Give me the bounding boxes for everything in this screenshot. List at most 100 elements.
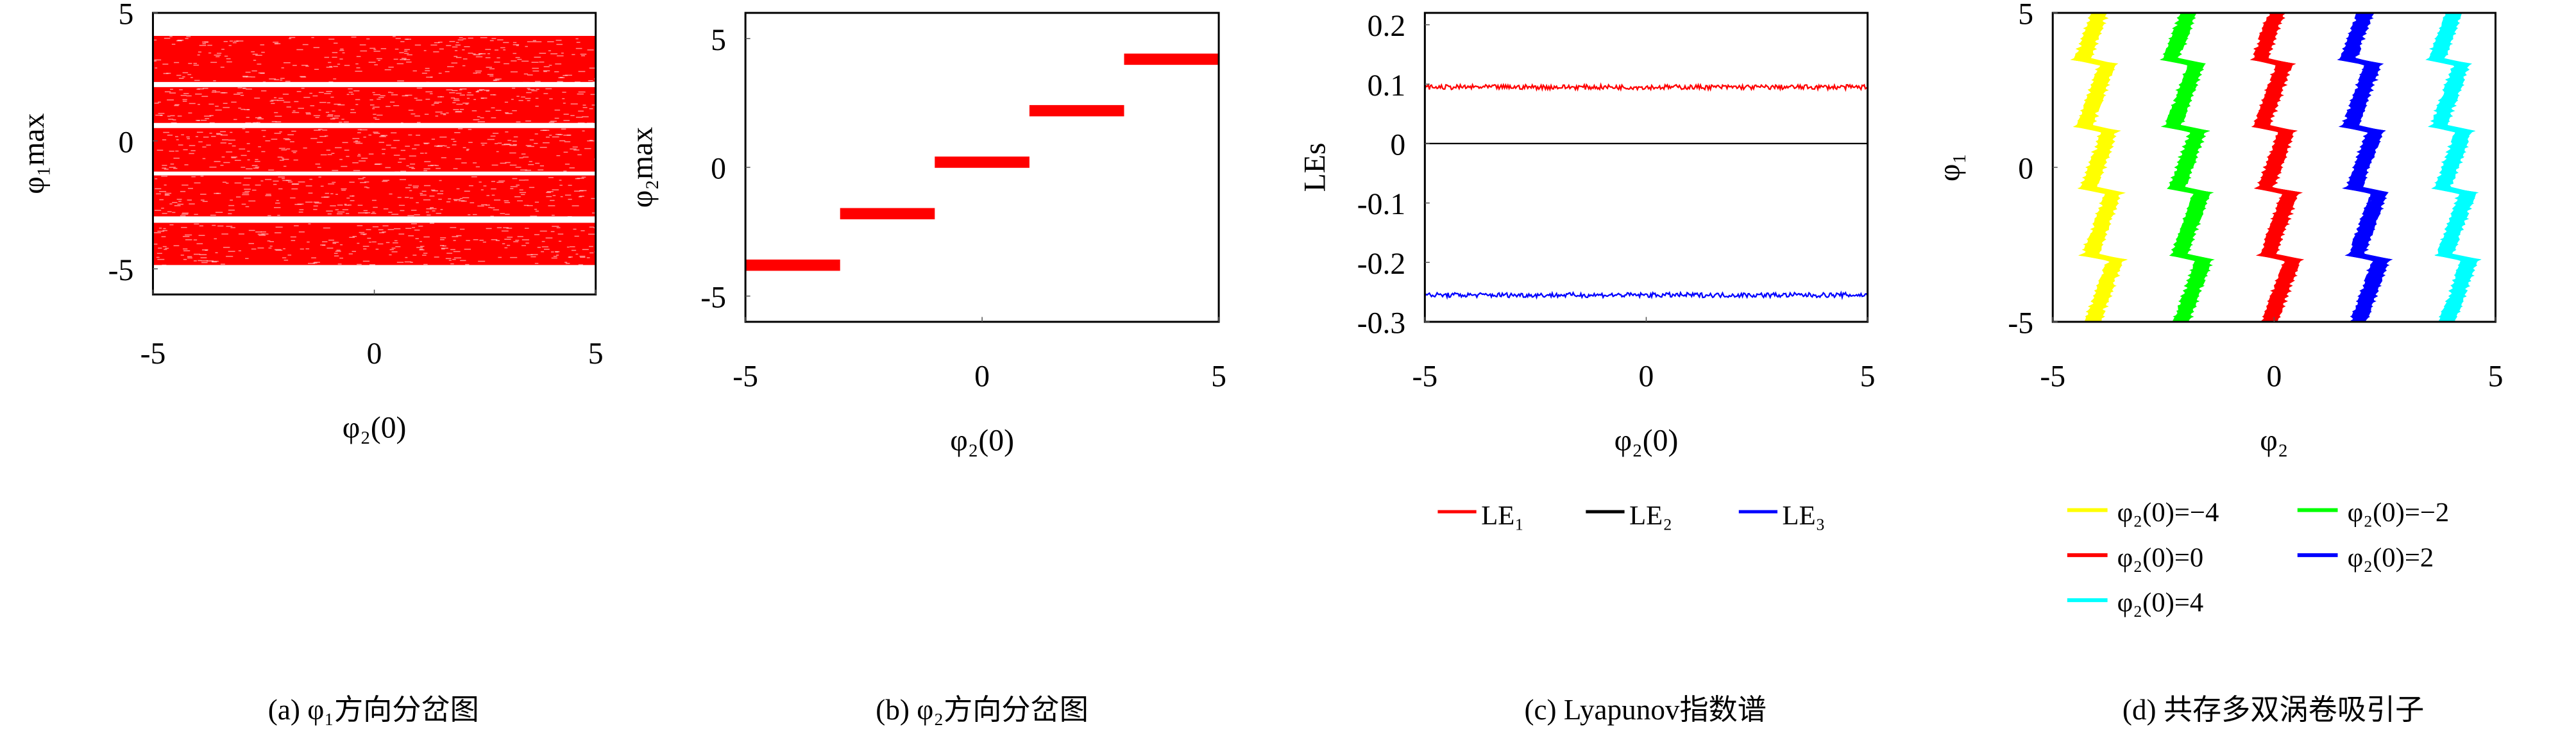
band-gap-speck xyxy=(400,59,406,60)
band-gap-speck xyxy=(440,113,446,115)
band-gap-speck xyxy=(283,101,291,103)
band-gap-speck xyxy=(512,178,518,180)
band-gap-speck xyxy=(483,185,487,187)
band-gap-speck xyxy=(556,55,564,56)
band-gap-speck xyxy=(261,151,266,153)
band-gap-speck xyxy=(207,260,214,262)
band-gap-speck xyxy=(491,207,495,208)
band-gap-speck xyxy=(162,264,167,266)
band-gap-speck xyxy=(414,115,420,117)
band-gap-speck xyxy=(271,103,275,105)
band-gap-speck xyxy=(261,51,265,53)
band-gap-speck xyxy=(578,91,586,93)
band-gap-speck xyxy=(543,93,548,94)
band-gap-speck xyxy=(587,122,594,124)
band-gap-speck xyxy=(380,95,386,97)
band-gap-speck xyxy=(406,165,409,167)
band-gap-speck xyxy=(569,167,575,169)
band-gap-speck xyxy=(246,117,250,118)
band-gap-speck xyxy=(296,90,301,92)
band-gap-speck xyxy=(290,236,296,238)
attractor xyxy=(2159,13,2215,322)
band-gap-speck xyxy=(328,183,335,185)
band-gap-speck xyxy=(431,104,435,106)
band-gap-speck xyxy=(588,246,593,247)
band-gap-speck xyxy=(158,101,161,103)
band-gap-speck xyxy=(307,241,310,243)
band-gap-speck xyxy=(164,192,172,194)
band-gap-speck xyxy=(516,121,521,122)
band-gap-speck xyxy=(541,240,545,242)
band-gap-speck xyxy=(436,213,442,214)
band-gap-speck xyxy=(453,251,461,253)
band-gap-speck xyxy=(359,44,366,46)
band-gap-speck xyxy=(473,99,477,101)
band-gap-speck xyxy=(298,212,303,213)
band-gap-speck xyxy=(423,50,427,51)
band-gap-speck xyxy=(425,67,430,69)
band-gap-speck xyxy=(439,48,444,50)
band-gap-speck xyxy=(416,135,421,136)
band-gap-speck xyxy=(357,264,362,265)
series-line-le1 xyxy=(1424,82,1868,92)
band-gap-speck xyxy=(212,261,217,263)
band-gap-speck xyxy=(242,87,246,89)
band-gap-speck xyxy=(595,230,602,231)
band-gap-speck xyxy=(405,146,410,147)
band-gap-speck xyxy=(157,253,162,255)
band-gap-speck xyxy=(255,158,258,160)
band-gap-speck xyxy=(393,242,398,244)
band-gap-speck xyxy=(591,105,596,106)
band-gap-speck xyxy=(210,62,217,63)
band-gap-speck xyxy=(452,144,457,146)
band-gap-speck xyxy=(496,181,504,183)
y-axis-label: LEs xyxy=(1299,143,1332,192)
band-gap-speck xyxy=(189,103,196,105)
band-gap-speck xyxy=(353,141,360,143)
band-gap-speck xyxy=(491,38,496,39)
band-gap-speck xyxy=(374,163,381,165)
band-gap-speck xyxy=(558,240,562,242)
band-gap-speck xyxy=(261,233,269,235)
band-gap-speck xyxy=(248,243,255,244)
band-gap-speck xyxy=(181,134,184,136)
band-gap-speck xyxy=(173,245,180,247)
band-gap-speck xyxy=(437,101,442,103)
band-gap-speck xyxy=(221,233,228,235)
band-gap-speck xyxy=(582,106,588,108)
band-gap-speck xyxy=(291,188,298,190)
band-gap-speck xyxy=(386,242,390,244)
band-gap-speck xyxy=(159,199,164,201)
band-gap-speck xyxy=(525,242,529,244)
band-gap-speck xyxy=(252,53,258,55)
band-gap-speck xyxy=(398,233,405,235)
band-gap-speck xyxy=(199,45,207,46)
band-gap-speck xyxy=(260,180,264,182)
band-gap-speck xyxy=(472,53,476,54)
band-gap-speck xyxy=(383,208,389,210)
band-gap-speck xyxy=(570,115,575,117)
band-gap-speck xyxy=(411,113,416,115)
band-gap-speck xyxy=(518,99,523,101)
band-gap-speck xyxy=(162,139,167,140)
band-gap-speck xyxy=(305,201,313,203)
band-gap-speck xyxy=(300,248,304,250)
band-gap-speck xyxy=(513,136,518,138)
band-gap-speck xyxy=(252,189,257,191)
band-gap-speck xyxy=(283,248,285,249)
band-gap-speck xyxy=(346,94,350,96)
band-gap-speck xyxy=(382,231,386,233)
band-gap-speck xyxy=(158,190,167,192)
band-gap-speck xyxy=(556,255,559,256)
band-gap-speck xyxy=(505,162,511,163)
band-gap-speck xyxy=(589,140,593,141)
band-gap-speck xyxy=(353,90,360,92)
band-gap-speck xyxy=(228,205,235,206)
band-gap-speck xyxy=(212,90,217,92)
band-gap-speck xyxy=(266,194,271,195)
band-gap-speck xyxy=(503,227,509,228)
series-line-le3 xyxy=(1424,290,1868,301)
band-gap-speck xyxy=(332,242,337,244)
band-gap-speck xyxy=(534,201,539,203)
band-gap-speck xyxy=(372,226,379,228)
